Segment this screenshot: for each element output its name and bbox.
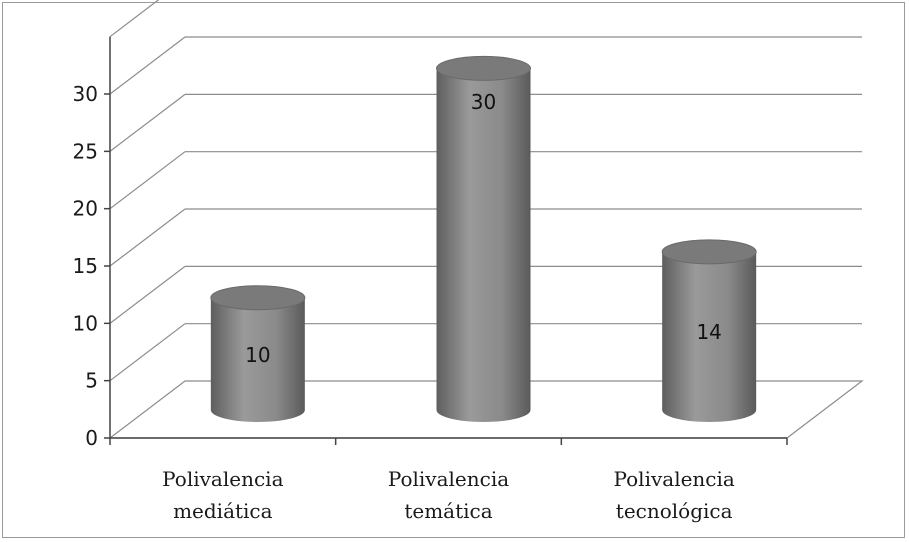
bar-top — [436, 55, 531, 81]
gridline-diagonal — [109, 36, 186, 95]
x-category-label: Polivalencia — [162, 467, 283, 491]
data-label: 14 — [696, 320, 721, 344]
y-tick-label: 10 — [73, 311, 98, 335]
x-category-label: temática — [404, 499, 492, 523]
y-tick-label: 15 — [73, 254, 98, 278]
bar-top — [661, 239, 757, 265]
bars — [210, 55, 757, 423]
y-tick-label: 5 — [85, 369, 98, 393]
data-label: 30 — [471, 90, 496, 114]
bar — [436, 55, 531, 423]
y-tick-label: 25 — [73, 139, 98, 163]
y-tick-label: 0 — [85, 426, 98, 450]
gridline-diagonal — [109, 151, 186, 210]
y-tick-label: 30 — [73, 82, 98, 106]
bar-body — [662, 251, 757, 422]
data-label: 10 — [245, 343, 270, 367]
gridline-diagonal — [109, 265, 186, 324]
bar-top — [210, 285, 306, 311]
labels: 0 5 10 15 20 25 30 10 30 14 Polivalencia mediática P… — [73, 82, 735, 523]
x-category-label: tecnológica — [616, 499, 733, 523]
x-category-label: Polivalencia — [388, 467, 509, 491]
gridline-diagonal — [109, 0, 160, 38]
y-tick-label: 20 — [73, 197, 98, 221]
axes — [104, 36, 788, 445]
bar — [661, 239, 757, 422]
x-category-label: Polivalencia — [613, 467, 734, 491]
gridline-diagonal — [109, 208, 186, 267]
bar-body — [210, 297, 305, 422]
bar-body — [436, 68, 531, 423]
gridline-diagonal — [109, 323, 186, 382]
x-category-label: mediática — [173, 499, 273, 523]
bar — [210, 285, 306, 422]
gridline-diagonal — [109, 93, 186, 152]
